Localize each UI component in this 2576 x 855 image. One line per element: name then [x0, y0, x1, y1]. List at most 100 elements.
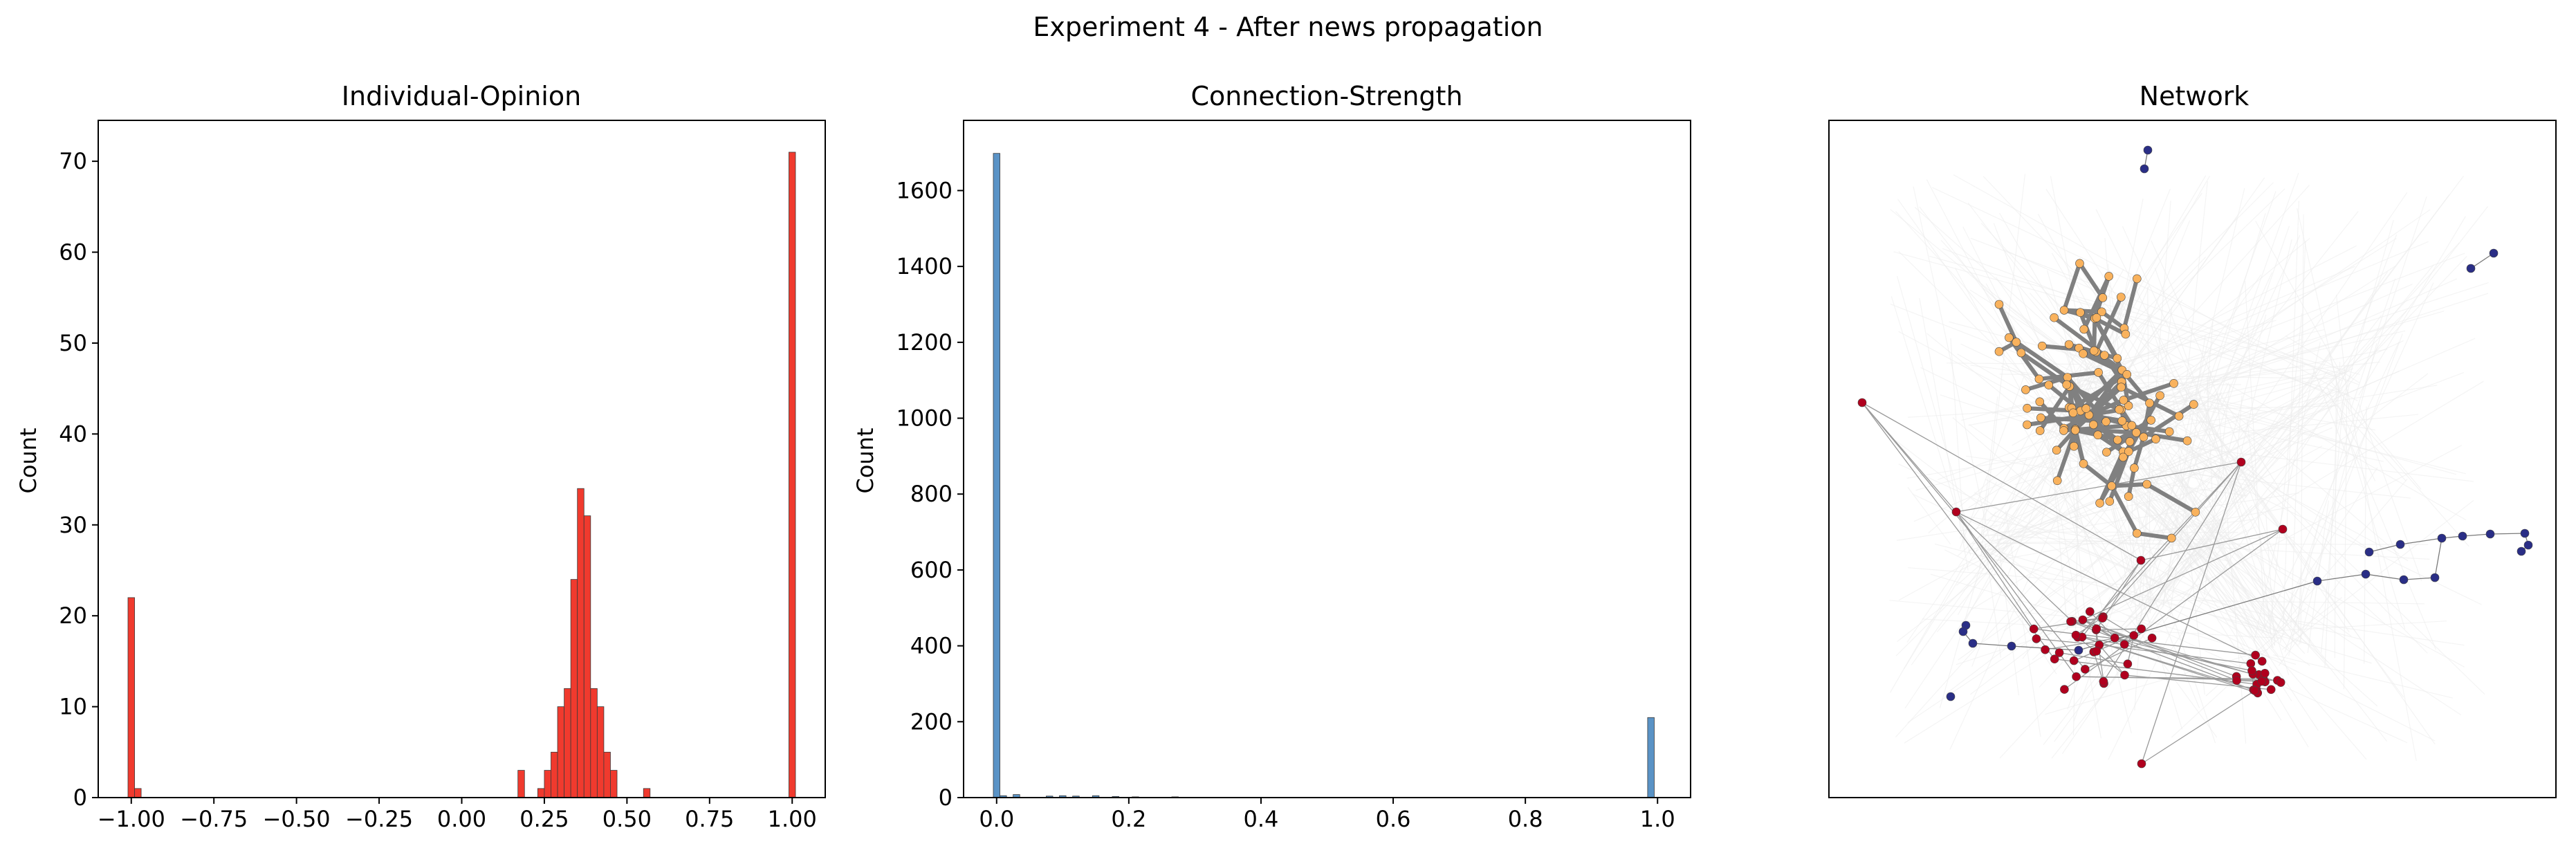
faint-edge — [1996, 533, 2019, 696]
strong-edge — [2135, 531, 2174, 540]
orange-node — [2119, 452, 2128, 462]
red-node — [2278, 524, 2288, 534]
red-node — [2261, 668, 2270, 678]
red-node — [2086, 607, 2095, 616]
red-node — [2266, 685, 2276, 695]
thin-edge — [2127, 635, 2135, 664]
network-red-edges — [1861, 402, 2283, 764]
faint-edge — [1971, 493, 2299, 544]
faint-edge — [2209, 401, 2361, 448]
blue-node — [2523, 540, 2533, 550]
faint-edge — [1987, 540, 2079, 609]
red-node — [2069, 656, 2079, 665]
faint-edge — [2350, 278, 2396, 410]
faint-edge — [2187, 209, 2431, 377]
blue-node — [2485, 529, 2495, 539]
orange-node — [2023, 420, 2032, 430]
opinion-xtick-label: −0.50 — [263, 806, 331, 832]
red-node — [2250, 686, 2259, 695]
opinion-bar — [544, 770, 551, 798]
orange-node — [2130, 463, 2139, 472]
faint-edge — [1999, 602, 2144, 759]
faint-edge — [2128, 616, 2218, 738]
faint-edge — [2072, 278, 2457, 449]
orange-node — [2050, 313, 2059, 322]
strength-xtick-label: 0.2 — [1111, 806, 1146, 832]
orange-node — [2139, 432, 2149, 442]
faint-edge — [2186, 282, 2489, 380]
faint-edge — [1906, 450, 2068, 479]
thin-edge — [2368, 544, 2401, 553]
faint-edge — [1919, 297, 1969, 571]
strength-histogram-title: Connection-Strength — [1190, 81, 1462, 111]
faint-edge — [1889, 564, 1965, 693]
opinion-bar — [127, 597, 135, 798]
faint-edge — [2209, 213, 2266, 395]
faint-edge — [1970, 237, 2359, 385]
faint-edge — [1979, 174, 2026, 569]
red-node — [2123, 659, 2133, 669]
orange-node — [2097, 307, 2106, 317]
faint-edge — [2254, 342, 2321, 642]
orange-node — [2121, 329, 2131, 339]
faint-edge — [2171, 632, 2286, 738]
faint-edge — [1890, 303, 2097, 385]
orange-node — [2079, 349, 2088, 358]
red-node — [2029, 624, 2039, 634]
faint-edge — [2297, 208, 2339, 394]
faint-edge — [1896, 524, 1998, 541]
strong-edge — [2092, 316, 2128, 337]
red-node — [2092, 624, 2101, 634]
orange-node — [2063, 373, 2072, 382]
orange-node — [2189, 400, 2198, 409]
blue-node — [2312, 576, 2322, 586]
thin-edge — [1956, 461, 2242, 513]
faint-edge — [1991, 365, 2182, 414]
strength-ytick-label: 1000 — [896, 405, 953, 432]
strength-plot-frame — [963, 120, 1691, 798]
faint-edge — [2048, 416, 2273, 623]
thin-edge — [2076, 676, 2264, 680]
network-graph — [1857, 145, 2533, 769]
orange-node — [2079, 324, 2088, 334]
blue-node — [2074, 645, 2083, 655]
faint-edge — [2254, 506, 2386, 625]
thin-edge — [2070, 620, 2255, 692]
opinion-bar — [557, 706, 564, 798]
strength-ytick-label: 1200 — [896, 329, 953, 356]
blue-node — [2517, 546, 2526, 556]
strength-xtick-label: 0.0 — [979, 806, 1014, 832]
orange-node — [2145, 398, 2154, 408]
faint-edge — [1969, 289, 2101, 372]
thin-edge — [2490, 533, 2526, 535]
orange-node — [2191, 507, 2200, 517]
orange-node — [1994, 347, 2004, 356]
faint-edge — [2137, 581, 2362, 641]
faint-edge — [2073, 392, 2282, 721]
faint-edge — [2204, 191, 2276, 394]
faint-edge — [2151, 240, 2215, 383]
faint-edge — [2265, 512, 2276, 646]
thin-edge — [1956, 511, 2034, 629]
faint-edge — [1971, 388, 2334, 610]
opinion-bar — [603, 751, 611, 798]
thin-edge — [2462, 533, 2491, 537]
opinion-ytick-label: 10 — [59, 694, 87, 720]
faint-edge — [2054, 411, 2279, 632]
strong-edge — [2141, 402, 2196, 439]
faint-edge — [2334, 375, 2337, 659]
blue-node — [2489, 248, 2499, 258]
blue-node — [2520, 528, 2530, 538]
thin-edge — [1956, 511, 2073, 622]
red-node — [2136, 555, 2146, 565]
faint-edge — [1907, 487, 1951, 544]
opinion-xtick-label: 0.00 — [437, 806, 486, 832]
network-title: Network — [2140, 81, 2250, 111]
orange-node — [2070, 425, 2080, 435]
thin-edge — [2082, 619, 2237, 677]
faint-edge — [2162, 335, 2206, 607]
orange-node — [2124, 447, 2133, 457]
orange-node — [2122, 369, 2132, 379]
faint-edge — [1960, 515, 2231, 562]
faint-edge — [2261, 342, 2400, 634]
